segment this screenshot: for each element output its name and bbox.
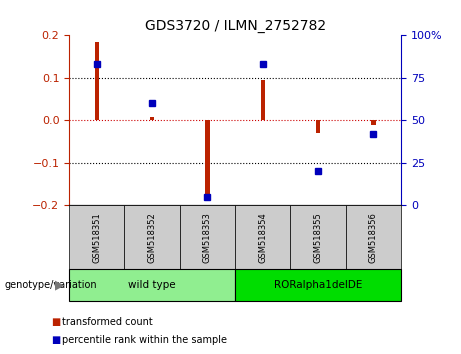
Text: genotype/variation: genotype/variation (5, 280, 97, 290)
Text: ▶: ▶ (55, 279, 65, 291)
Bar (95, 42, 99, 120)
Text: GSM518354: GSM518354 (258, 212, 267, 263)
Text: RORalpha1delDE: RORalpha1delDE (274, 280, 362, 290)
Text: percentile rank within the sample: percentile rank within the sample (62, 335, 227, 345)
Bar (150, 118, 154, 120)
Text: GSM518352: GSM518352 (148, 212, 157, 263)
Bar (205, 120, 210, 197)
Text: transformed count: transformed count (62, 317, 153, 327)
Text: GSM518351: GSM518351 (92, 212, 101, 263)
Bar (371, 120, 376, 125)
Bar (260, 80, 265, 120)
Title: GDS3720 / ILMN_2752782: GDS3720 / ILMN_2752782 (145, 19, 325, 33)
Text: GSM518356: GSM518356 (369, 212, 378, 263)
Bar (316, 120, 320, 133)
Text: GSM518355: GSM518355 (313, 212, 323, 263)
Text: wild type: wild type (128, 280, 176, 290)
Text: ■: ■ (51, 317, 60, 327)
Text: ■: ■ (51, 335, 60, 345)
Text: GSM518353: GSM518353 (203, 212, 212, 263)
